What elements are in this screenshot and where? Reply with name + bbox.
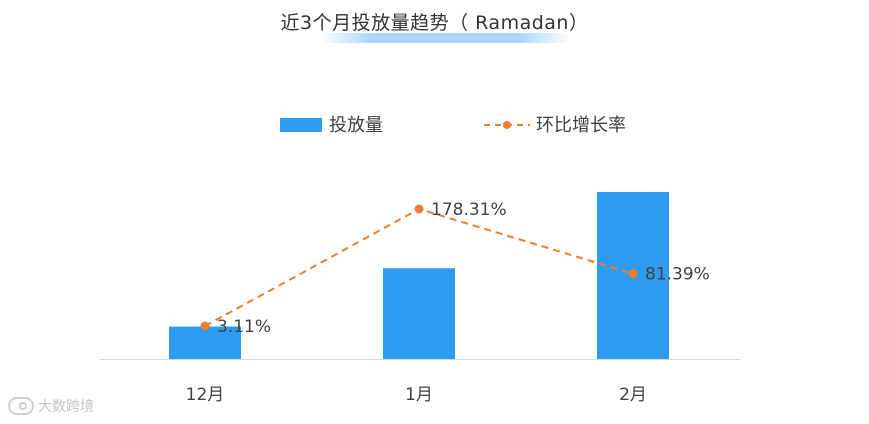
title-highlight — [320, 33, 570, 43]
bar-2 — [383, 268, 455, 359]
x-tick-label-3: 2月 — [619, 385, 647, 405]
x-tick-label-1: 12月 — [186, 385, 225, 405]
legend-bar-swatch — [280, 118, 322, 132]
legend-line-marker — [503, 121, 511, 129]
legend-bar-label: 投放量 — [329, 115, 383, 136]
growth-rate-label-3: 81.39% — [645, 265, 710, 285]
growth-rate-point-2 — [414, 204, 424, 214]
growth-rate-label-1: 3.11% — [217, 317, 271, 337]
chart-title-wrap: 近3个月投放量趋势（ Ramadan） — [0, 8, 869, 43]
growth-rate-point-1 — [200, 321, 210, 331]
growth-rate-point-3 — [628, 269, 638, 279]
x-tick-label-2: 1月 — [405, 385, 433, 405]
growth-rate-label-2: 178.31% — [431, 200, 507, 220]
chart-title: 近3个月投放量趋势（ Ramadan） — [280, 12, 589, 34]
watermark-logo-icon — [8, 397, 34, 415]
bar-1 — [169, 326, 241, 359]
watermark-text: 大数跨境 — [38, 399, 94, 415]
watermark: 大数跨境 — [8, 396, 94, 416]
legend-line-label: 环比增长率 — [536, 115, 626, 136]
